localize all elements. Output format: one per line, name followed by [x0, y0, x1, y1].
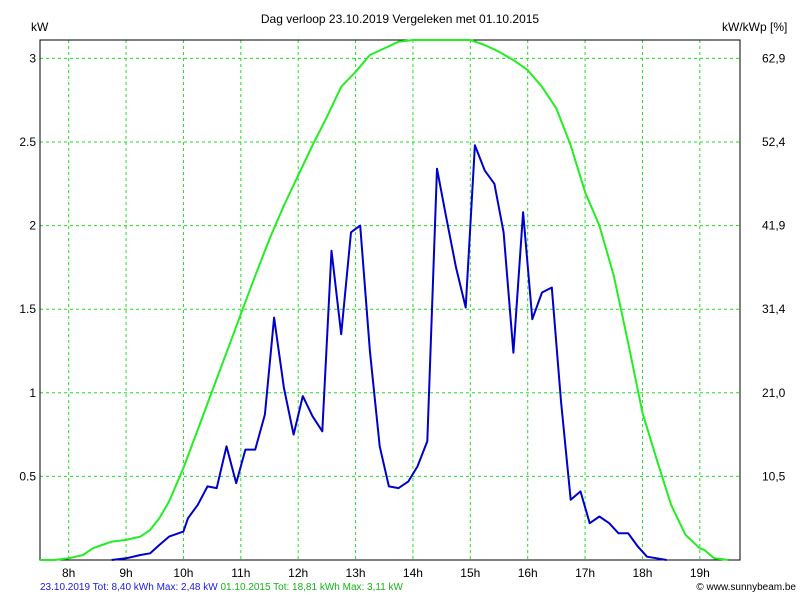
- credit-link[interactable]: © www.sunnybeam.be: [696, 582, 796, 593]
- x-tick-label: 10h: [173, 566, 193, 580]
- y2-tick-label: 52,4: [762, 135, 786, 149]
- x-tick-label: 19h: [690, 566, 710, 580]
- series-layer: [40, 39, 729, 561]
- x-tick-label: 17h: [575, 566, 595, 580]
- series-2-summary: 01.10.2015 Tot: 18,81 kWh Max: 3,11 kW: [220, 582, 403, 593]
- y-tick-label: 3: [29, 51, 36, 65]
- y-tick-label: 1: [29, 386, 36, 400]
- right-axis-label: kW/kWp [%]: [722, 20, 787, 34]
- series-1-summary: 23.10.2019 Tot: 8,40 kWh Max: 2,48 kW: [40, 582, 218, 593]
- x-tick-label: 18h: [632, 566, 652, 580]
- y2-tick-label: 21,0: [762, 386, 786, 400]
- axis-ticks: 8h 9h 10h 11h 12h 13h 14h 15h 16h 17h 18h 19h 0.5 10,…: [19, 51, 785, 580]
- y-tick-label: 0.5: [19, 469, 36, 483]
- y-tick-label: 2.5: [19, 135, 36, 149]
- series-line-1: [111, 144, 667, 561]
- y2-tick-label: 10,5: [762, 469, 786, 483]
- footer: 23.10.2019 Tot: 8,40 kWh Max: 2,48 kW 01…: [0, 582, 800, 600]
- x-tick-label: 9h: [119, 566, 132, 580]
- x-tick-label: 14h: [403, 566, 423, 580]
- x-tick-label: 15h: [460, 566, 480, 580]
- left-axis-label: kW: [31, 20, 49, 34]
- x-tick-label: 8h: [62, 566, 75, 580]
- grid-lines: [40, 40, 740, 560]
- y2-tick-label: 41,9: [762, 219, 786, 233]
- x-tick-label: 13h: [346, 566, 366, 580]
- footer-summary: 23.10.2019 Tot: 8,40 kWh Max: 2,48 kW 01…: [40, 582, 403, 593]
- x-tick-label: 11h: [231, 566, 250, 580]
- plot-frame: [39, 39, 741, 561]
- x-tick-label: 12h: [288, 566, 308, 580]
- y2-tick-label: 62,9: [762, 51, 786, 65]
- y-tick-label: 1.5: [19, 302, 36, 316]
- series-line-2: [40, 39, 729, 561]
- x-tick-label: 16h: [518, 566, 538, 580]
- y2-tick-label: 31,4: [762, 302, 786, 316]
- y-tick-label: 2: [29, 219, 36, 233]
- chart-title: Dag verloop 23.10.2019 Vergeleken met 01…: [261, 12, 540, 26]
